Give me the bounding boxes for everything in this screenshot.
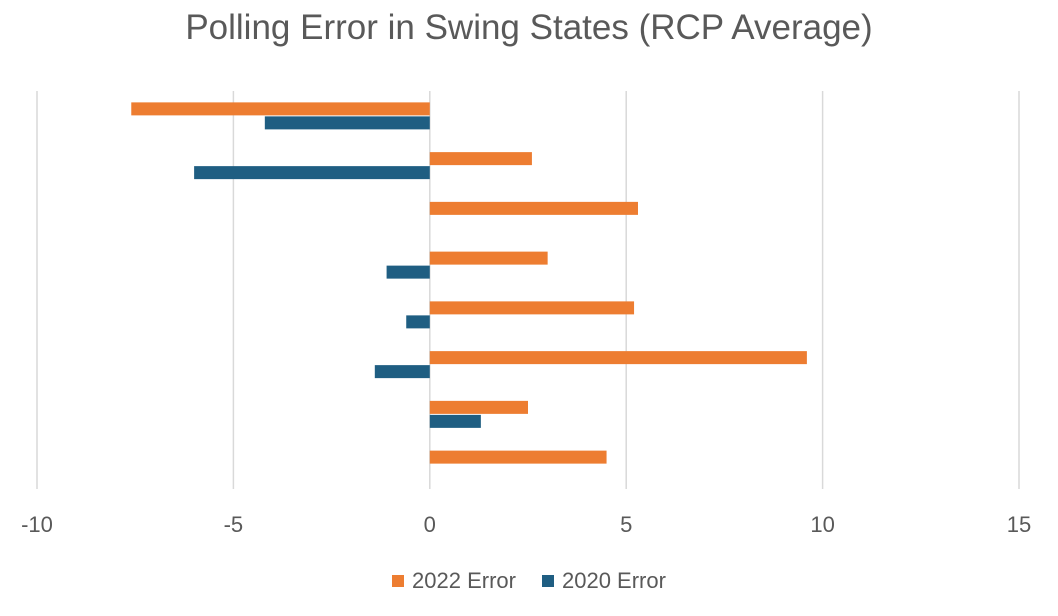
legend-swatch-2022: [392, 575, 405, 587]
x-axis-tick-labels: -10 -5 0 5 10 15: [21, 512, 1031, 537]
bar-2020-5: [374, 365, 430, 379]
gridlines: [36, 91, 1020, 489]
chart-title: Polling Error in Swing States (RCP Avera…: [185, 8, 873, 47]
bar-2020-4: [406, 315, 430, 329]
legend-label-2022: 2022 Error: [412, 568, 516, 593]
x-tick-label: 10: [810, 512, 834, 537]
legend-item-2022: 2022 Error: [392, 568, 516, 594]
x-tick-label: -5: [224, 512, 244, 537]
bars: [131, 102, 807, 464]
bar-2022-4: [429, 301, 635, 315]
bar-2022-3: [429, 251, 548, 265]
bar-2022-2: [429, 201, 638, 215]
legend-swatch-2020: [542, 575, 554, 587]
bar-2022-1: [429, 152, 532, 166]
legend-item-2020: 2020 Error: [542, 568, 666, 594]
bar-2020-6: [429, 414, 481, 428]
x-tick-label: 5: [620, 512, 632, 537]
legend-label-2020: 2020 Error: [562, 568, 666, 593]
x-tick-label: 15: [1007, 512, 1031, 537]
bar-2022-6: [429, 400, 528, 414]
x-tick-label: 0: [424, 512, 436, 537]
bar-2020-3: [386, 265, 430, 279]
bar-2022-7: [429, 450, 607, 464]
bar-2022-0: [131, 102, 430, 116]
bar-2020-1: [194, 166, 430, 180]
bar-2022-5: [429, 351, 807, 365]
x-tick-label: -10: [21, 512, 53, 537]
bar-2020-0: [264, 116, 430, 130]
legend: 2022 Error 2020 Error: [0, 568, 1058, 594]
